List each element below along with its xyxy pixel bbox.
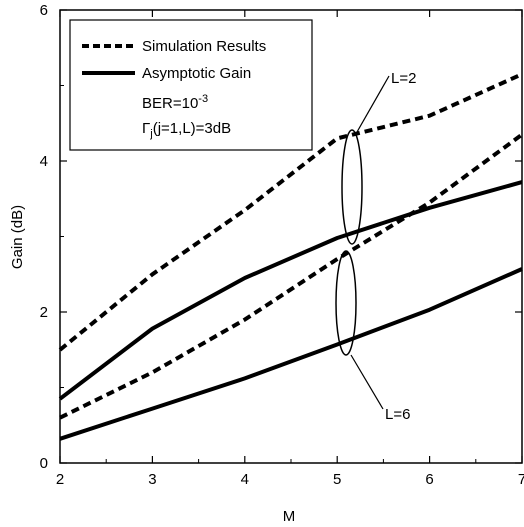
y-axis-label: Gain (dB) bbox=[9, 205, 26, 269]
x-tick-label: 3 bbox=[148, 471, 156, 488]
y-tick-label: 2 bbox=[40, 304, 48, 321]
l6-group-label: L=6 bbox=[385, 406, 410, 423]
legend-label-asymptotic: Asymptotic Gain bbox=[142, 65, 251, 82]
gamma-note: Γj(j=1,L)=3dB bbox=[142, 120, 231, 140]
x-tick-label: 2 bbox=[56, 471, 64, 488]
l2-leader-line bbox=[356, 75, 390, 133]
group-ellipse-l2 bbox=[341, 129, 363, 245]
series-layer bbox=[58, 72, 524, 441]
legend-box bbox=[69, 19, 313, 151]
ber-exponent: -3 bbox=[198, 93, 208, 105]
y-tick-label: 6 bbox=[40, 2, 48, 19]
y-tick-label: 4 bbox=[40, 153, 48, 170]
ber-prefix: BER=10 bbox=[142, 95, 198, 112]
x-tick-label: 6 bbox=[425, 471, 433, 488]
x-tick-label: 7 bbox=[518, 471, 524, 488]
series-line-l2-solid bbox=[58, 180, 523, 401]
gamma-subscript: j bbox=[149, 128, 152, 140]
y-axis-ticks: 0 2 4 6 bbox=[40, 2, 522, 472]
l2-group-label: L=2 bbox=[391, 70, 416, 87]
gamma-symbol: Γ bbox=[142, 120, 150, 137]
x-axis-label: M bbox=[283, 508, 296, 525]
ber-note: BER=10-3 bbox=[142, 93, 208, 112]
x-axis-ticks: 2 3 4 5 6 7 bbox=[56, 10, 524, 488]
series-line-l2-dashed bbox=[58, 72, 523, 352]
x-tick-label: 5 bbox=[333, 471, 341, 488]
legend-label-simulation: Simulation Results bbox=[142, 38, 266, 55]
legend: Simulation Results Asymptotic Gain BER=1… bbox=[69, 19, 313, 151]
series-line-l6-solid bbox=[59, 267, 523, 441]
series-line-l6-dashed bbox=[59, 132, 524, 420]
gamma-rest: (j=1,L)=3dB bbox=[153, 120, 231, 137]
y-tick-label: 0 bbox=[40, 455, 48, 472]
x-tick-label: 4 bbox=[241, 471, 249, 488]
group-ellipse-l6 bbox=[335, 250, 357, 356]
l6-leader-line bbox=[350, 354, 384, 410]
